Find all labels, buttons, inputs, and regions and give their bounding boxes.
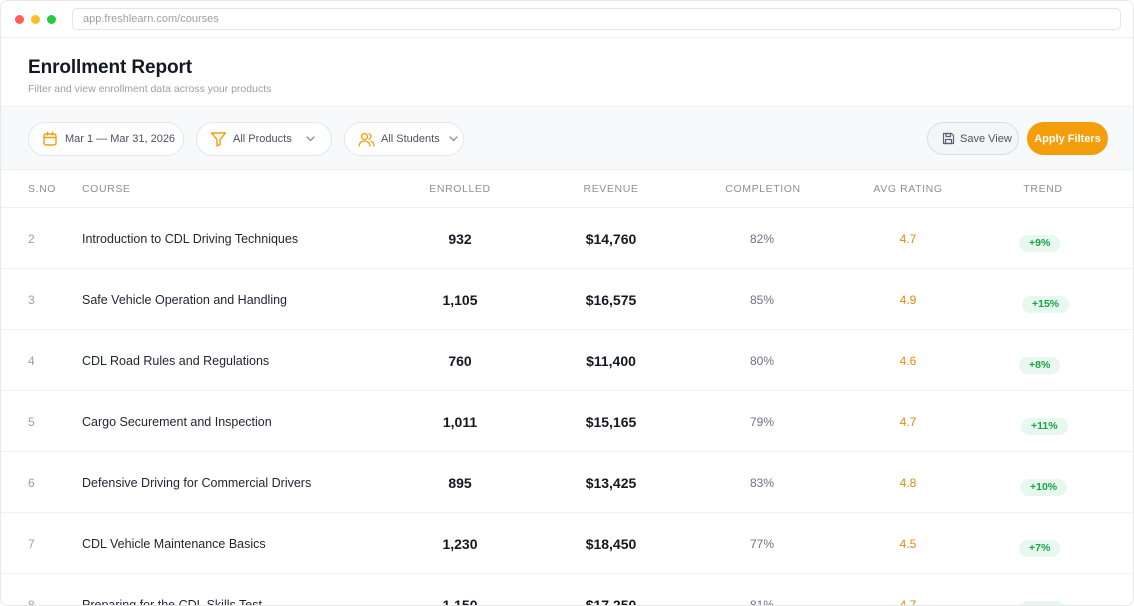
products-filter-label: All Products: [233, 133, 292, 145]
column-header-revenue[interactable]: REVENUE: [583, 183, 639, 195]
course-name[interactable]: Preparing for the CDL Skills Test: [82, 598, 262, 606]
chevron-down-icon: [306, 136, 315, 142]
column-header-enrolled[interactable]: ENROLLED: [429, 183, 491, 195]
completion-rate: 79%: [749, 415, 775, 429]
trend-badge: +11%: [1021, 418, 1068, 435]
row-number: 6: [28, 476, 35, 490]
revenue-value: $15,165: [585, 414, 637, 430]
row-number: 4: [28, 354, 35, 368]
students-filter[interactable]: All Students: [344, 122, 464, 156]
filter-bar: Mar 1 — Mar 31, 2026 All Products All St…: [1, 106, 1133, 170]
page-header: Enrollment Report Filter and view enroll…: [1, 38, 1133, 106]
revenue-value: $14,760: [585, 231, 637, 247]
revenue-value: $16,575: [585, 292, 637, 308]
completion-rate: 77%: [749, 537, 775, 551]
course-name[interactable]: Defensive Driving for Commercial Drivers: [82, 476, 312, 490]
completion-rate: 82%: [749, 232, 775, 246]
column-header-sno[interactable]: S.NO: [28, 183, 57, 195]
enrolled-count: 1,011: [442, 414, 478, 430]
table-header: S.NO COURSE ENROLLED REVENUE COMPLETION …: [1, 170, 1133, 208]
row-number: 8: [28, 598, 35, 606]
table-row[interactable]: 4 CDL Road Rules and Regulations 760 $11…: [1, 330, 1133, 391]
avg-rating: 4.5: [899, 537, 917, 551]
students-filter-label: All Students: [381, 133, 440, 145]
avg-rating: 4.8: [899, 476, 917, 490]
completion-rate: 80%: [749, 354, 775, 368]
row-number: 5: [28, 415, 35, 429]
column-header-trend[interactable]: TREND: [1023, 183, 1063, 195]
completion-rate: 81%: [749, 598, 775, 606]
browser-chrome: app.freshlearn.com/courses: [1, 1, 1133, 38]
column-header-avg-rating[interactable]: AVG RATING: [873, 183, 943, 195]
avg-rating: 4.7: [899, 598, 917, 606]
enrolled-count: 1,150: [442, 597, 478, 606]
revenue-value: $11,400: [586, 353, 636, 369]
trend-badge: [1019, 601, 1065, 605]
avg-rating: 4.6: [899, 354, 917, 368]
avg-rating: 4.9: [899, 293, 917, 307]
close-window-dot[interactable]: [15, 15, 24, 24]
avg-rating: 4.7: [899, 415, 917, 429]
trend-badge: +8%: [1019, 357, 1061, 374]
column-header-course[interactable]: COURSE: [82, 183, 131, 195]
enrolled-count: 932: [448, 231, 472, 247]
avg-rating: 4.7: [899, 232, 917, 246]
table-row[interactable]: 2 Introduction to CDL Driving Techniques…: [1, 208, 1133, 269]
apply-filters-button[interactable]: Apply Filters: [1027, 122, 1108, 155]
trend-badge: +15%: [1022, 296, 1070, 313]
enrolled-count: 1,105: [442, 292, 478, 308]
users-icon: [358, 132, 375, 147]
save-icon: [942, 132, 955, 145]
row-number: 7: [28, 537, 35, 551]
enrolled-count: 895: [448, 475, 472, 491]
calendar-icon: [43, 131, 57, 146]
course-name[interactable]: Safe Vehicle Operation and Handling: [82, 293, 288, 307]
minimize-window-dot[interactable]: [31, 15, 40, 24]
trend-badge: +9%: [1019, 235, 1061, 252]
enrolled-count: 1,230: [442, 536, 478, 552]
enrolled-count: 760: [448, 353, 472, 369]
completion-rate: 85%: [749, 293, 775, 307]
course-name[interactable]: Introduction to CDL Driving Techniques: [82, 232, 299, 246]
table-row[interactable]: 7 CDL Vehicle Maintenance Basics 1,230 $…: [1, 513, 1133, 574]
filter-funnel-icon: [210, 132, 227, 147]
products-filter[interactable]: All Products: [196, 122, 332, 156]
course-name[interactable]: Cargo Securement and Inspection: [82, 415, 272, 429]
row-number: 3: [28, 293, 35, 307]
save-view-button[interactable]: Save View: [927, 122, 1019, 155]
maximize-window-dot[interactable]: [47, 15, 56, 24]
table-row[interactable]: 6 Defensive Driving for Commercial Drive…: [1, 452, 1133, 513]
page-subtitle: Filter and view enrollment data across y…: [28, 83, 272, 95]
course-name[interactable]: CDL Vehicle Maintenance Basics: [82, 537, 266, 551]
page-title: Enrollment Report: [28, 57, 193, 78]
table-body: 2 Introduction to CDL Driving Techniques…: [1, 208, 1133, 606]
save-view-label: Save View: [960, 132, 1012, 145]
column-header-completion[interactable]: COMPLETION: [725, 183, 801, 195]
revenue-value: $17,250: [585, 597, 637, 606]
course-name[interactable]: CDL Road Rules and Regulations: [82, 354, 270, 368]
revenue-value: $18,450: [585, 536, 637, 552]
completion-rate: 83%: [749, 476, 775, 490]
table-row[interactable]: 5 Cargo Securement and Inspection 1,011 …: [1, 391, 1133, 452]
address-bar[interactable]: app.freshlearn.com/courses: [72, 8, 1121, 30]
table-row[interactable]: 8 Preparing for the CDL Skills Test 1,15…: [1, 574, 1133, 606]
trend-badge: +7%: [1019, 540, 1061, 557]
revenue-value: $13,425: [585, 475, 637, 491]
date-range-label: Mar 1 — Mar 31, 2026: [65, 133, 176, 145]
trend-badge: +10%: [1020, 479, 1068, 496]
chevron-down-icon: [449, 136, 458, 142]
date-range-filter[interactable]: Mar 1 — Mar 31, 2026: [28, 122, 184, 156]
row-number: 2: [28, 232, 35, 246]
table-row[interactable]: 3 Safe Vehicle Operation and Handling 1,…: [1, 269, 1133, 330]
